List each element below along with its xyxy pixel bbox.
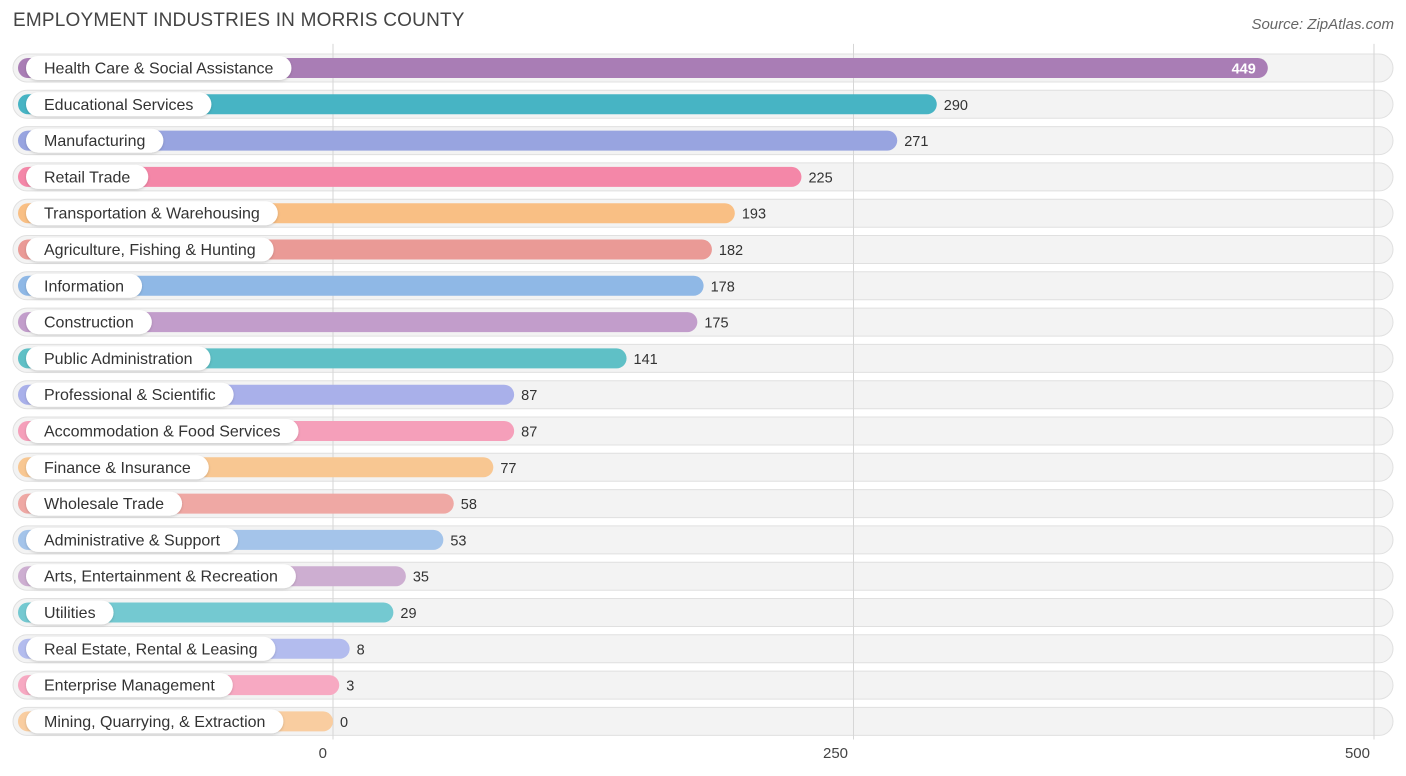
category-label: Professional & Scientific <box>44 387 216 404</box>
category-label-pill <box>26 527 239 552</box>
category-label-pill <box>26 636 276 661</box>
category-label: Utilities <box>44 605 96 622</box>
value-label: 58 <box>461 497 477 513</box>
category-label: Finance & Insurance <box>44 460 191 477</box>
category-label: Wholesale Trade <box>44 496 164 513</box>
bar-row-retail-trade: Retail Trade 225 <box>18 164 833 189</box>
bar-track <box>12 634 1394 664</box>
category-label: Information <box>44 278 124 295</box>
value-label: 141 <box>634 352 658 368</box>
category-label-pill <box>26 56 292 80</box>
bars: Health Care & Social Assistance 449 Educat… <box>18 56 1268 734</box>
bar <box>18 275 704 296</box>
category-label-pill <box>26 491 183 516</box>
value-label: 53 <box>450 533 466 549</box>
bar-row-public-administration: Public Administration 141 <box>18 346 658 371</box>
category-label: Manufacturing <box>44 133 145 150</box>
value-label: 35 <box>413 570 429 586</box>
bar-row-accommodation-food-services: Accommodation & Food Services 87 <box>18 419 537 443</box>
bar-row-health-care-social-assistance: Health Care & Social Assistance 449 <box>18 56 1268 80</box>
category-label-pill <box>26 709 284 734</box>
value-label: 193 <box>742 207 766 223</box>
source-label: Source: ZipAtlas.com <box>1251 16 1394 33</box>
category-label: Mining, Quarrying, & Extraction <box>44 714 265 731</box>
value-label: 87 <box>521 388 537 404</box>
x-tick-label: 500 <box>1345 745 1370 762</box>
value-label: 0 <box>340 715 348 731</box>
value-label: 271 <box>904 134 928 150</box>
bar-row-arts-entertainment-recreation: Arts, Entertainment & Recreation 35 <box>18 564 429 589</box>
category-label: Real Estate, Rental & Leasing <box>44 641 257 658</box>
value-label: 178 <box>711 279 735 295</box>
bar-row-transportation-warehousing: Transportation & Warehousing 193 <box>18 201 766 226</box>
category-label-pill <box>26 564 296 589</box>
category-label: Enterprise Management <box>44 678 215 695</box>
category-label: Health Care & Social Assistance <box>44 61 274 78</box>
category-label-pill <box>26 92 212 117</box>
value-label: 225 <box>808 170 832 186</box>
bar-row-finance-insurance: Finance & Insurance 77 <box>18 455 516 480</box>
x-tick-label: 250 <box>823 745 848 762</box>
bar-row-agriculture-fishing-hunting: Agriculture, Fishing & Hunting 182 <box>18 237 743 262</box>
bar <box>18 94 937 115</box>
value-label: 8 <box>357 642 365 658</box>
category-label-pill <box>26 673 233 698</box>
value-label: 29 <box>400 606 416 622</box>
x-axis: 0 250 500 <box>319 745 1370 762</box>
bar-track <box>12 706 1394 736</box>
value-label: 182 <box>719 243 743 259</box>
bar <box>18 166 802 187</box>
bar-row-enterprise-management: Enterprise Management 3 <box>18 673 354 698</box>
category-label-pill <box>26 201 278 226</box>
bar <box>18 130 898 151</box>
category-label: Educational Services <box>44 97 193 114</box>
category-label: Retail Trade <box>44 169 130 186</box>
category-label-pill <box>26 128 164 153</box>
category-label-pill <box>26 273 143 298</box>
bar-row-wholesale-trade: Wholesale Trade 58 <box>18 491 477 516</box>
value-label: 87 <box>521 425 537 441</box>
bar-row-real-estate-rental-leasing: Real Estate, Rental & Leasing 8 <box>18 636 365 661</box>
bar-row-information: Information 178 <box>18 273 735 298</box>
value-label: 77 <box>500 461 516 477</box>
x-tick-label: 0 <box>319 745 327 762</box>
chart-title: EMPLOYMENT INDUSTRIES IN MORRIS COUNTY <box>13 10 465 31</box>
category-label-pill <box>26 310 152 335</box>
value-label: 175 <box>704 316 728 332</box>
bar-row-mining-quarrying-extraction: Mining, Quarrying, & Extraction 0 <box>18 709 348 734</box>
bar <box>18 312 698 333</box>
category-label: Accommodation & Food Services <box>44 424 281 441</box>
category-label-pill <box>26 382 234 407</box>
category-label: Arts, Entertainment & Recreation <box>44 569 278 586</box>
category-label: Agriculture, Fishing & Hunting <box>44 242 256 259</box>
bar-track <box>12 670 1394 700</box>
category-label: Construction <box>44 315 134 332</box>
bar-row-construction: Construction 175 <box>18 310 729 335</box>
category-label-pill <box>26 455 209 480</box>
category-label-pill <box>26 346 211 371</box>
category-label: Transportation & Warehousing <box>44 206 260 223</box>
category-label: Public Administration <box>44 351 193 368</box>
category-label-pill <box>26 164 149 189</box>
bar-row-manufacturing: Manufacturing 271 <box>18 128 928 153</box>
bar-row-administrative-support: Administrative & Support 53 <box>18 527 466 552</box>
category-label-pill <box>26 237 274 262</box>
bar-row-utilities: Utilities 29 <box>18 600 417 625</box>
bar-row-professional-scientific: Professional & Scientific 87 <box>18 382 537 407</box>
value-label: 290 <box>944 98 968 114</box>
value-label: 449 <box>1232 62 1256 78</box>
bar-row-educational-services: Educational Services 290 <box>18 92 968 117</box>
value-label: 3 <box>346 679 354 695</box>
category-label-pill <box>26 600 114 625</box>
category-label-pill <box>26 419 299 443</box>
bar <box>18 58 1268 78</box>
category-label: Administrative & Support <box>44 532 221 549</box>
